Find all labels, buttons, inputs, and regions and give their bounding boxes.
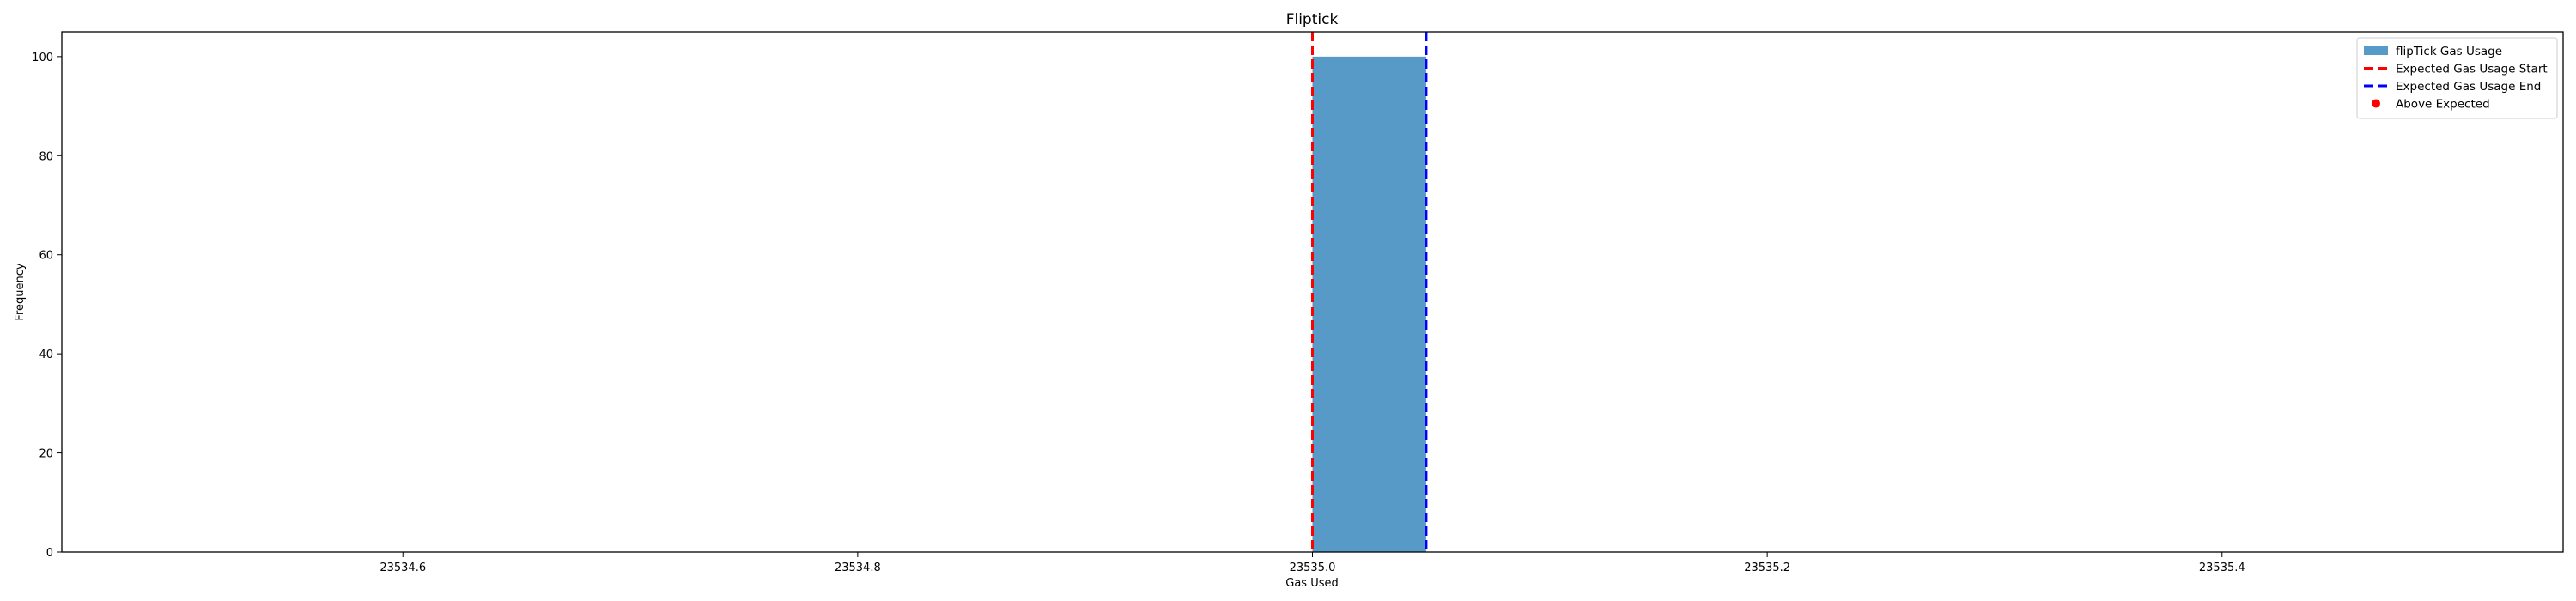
x-tick-label: 23534.6 xyxy=(380,562,426,574)
y-tick-label: 100 xyxy=(32,52,53,64)
plot-area xyxy=(1311,32,1428,553)
y-axis: 0 20 40 60 80 100 xyxy=(32,52,62,560)
x-tick-label: 23534.8 xyxy=(835,562,881,574)
y-tick-label: 40 xyxy=(39,349,53,361)
legend-label: Expected Gas Usage End xyxy=(2396,80,2541,94)
legend-patch-icon xyxy=(2364,46,2388,55)
y-tick-label: 20 xyxy=(39,448,53,461)
histogram-bar-0 xyxy=(1312,56,1426,553)
legend-box xyxy=(2356,37,2558,119)
y-tick-label: 0 xyxy=(46,547,53,560)
legend: flipTick Gas Usage Expected Gas Usage Sta… xyxy=(2356,37,2558,119)
x-tick-label: 23535.2 xyxy=(1744,562,1790,574)
x-tick-label: 23535.4 xyxy=(2199,562,2245,574)
x-axis-label: Gas Used xyxy=(1285,577,1338,590)
legend-label: Above Expected xyxy=(2396,98,2490,112)
chart-title: Fliptick xyxy=(1286,11,1339,28)
x-tick-label: 23535.0 xyxy=(1290,562,1336,574)
y-tick-label: 60 xyxy=(39,250,53,263)
y-axis-label: Frequency xyxy=(14,263,27,320)
y-tick-label: 80 xyxy=(39,150,53,163)
x-axis: 23534.6 23534.8 23535.0 23535.2 23535.4 xyxy=(380,552,2245,574)
legend-marker-icon xyxy=(2372,99,2380,108)
legend-label: flipTick Gas Usage xyxy=(2396,45,2502,58)
legend-label: Expected Gas Usage Start xyxy=(2396,63,2548,76)
